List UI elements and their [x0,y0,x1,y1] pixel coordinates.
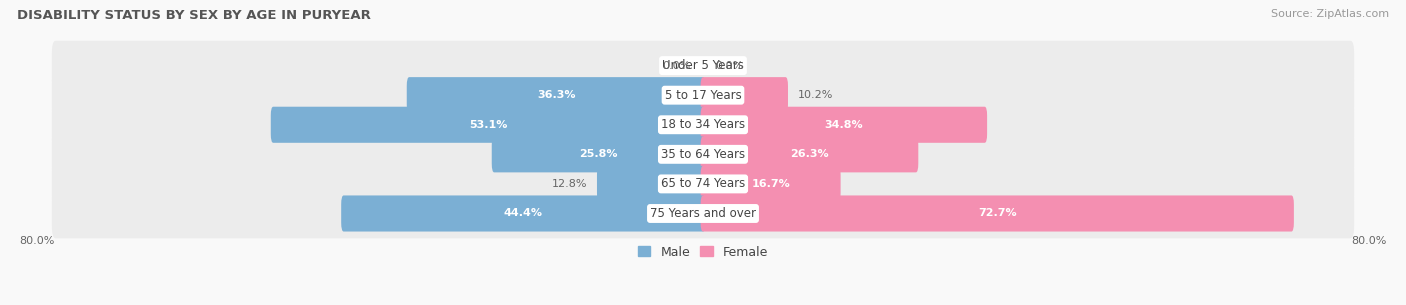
Text: 72.7%: 72.7% [979,209,1017,218]
Text: 12.8%: 12.8% [551,179,588,189]
Text: 10.2%: 10.2% [797,90,834,100]
FancyBboxPatch shape [492,136,706,172]
FancyBboxPatch shape [700,166,841,202]
Text: DISABILITY STATUS BY SEX BY AGE IN PURYEAR: DISABILITY STATUS BY SEX BY AGE IN PURYE… [17,9,371,22]
FancyBboxPatch shape [598,166,706,202]
Text: 0.0%: 0.0% [662,61,690,70]
FancyBboxPatch shape [700,196,1294,231]
Text: 44.4%: 44.4% [503,209,543,218]
Text: Source: ZipAtlas.com: Source: ZipAtlas.com [1271,9,1389,19]
Text: 75 Years and over: 75 Years and over [650,207,756,220]
FancyBboxPatch shape [700,107,987,143]
Text: 18 to 34 Years: 18 to 34 Years [661,118,745,131]
Text: Under 5 Years: Under 5 Years [662,59,744,72]
FancyBboxPatch shape [52,130,1354,179]
FancyBboxPatch shape [271,107,706,143]
FancyBboxPatch shape [342,196,706,231]
FancyBboxPatch shape [52,70,1354,120]
FancyBboxPatch shape [52,159,1354,209]
Text: 25.8%: 25.8% [579,149,617,159]
FancyBboxPatch shape [52,41,1354,91]
Text: 16.7%: 16.7% [751,179,790,189]
Text: 80.0%: 80.0% [20,236,55,246]
Text: 65 to 74 Years: 65 to 74 Years [661,178,745,190]
Text: 80.0%: 80.0% [1351,236,1386,246]
Text: 35 to 64 Years: 35 to 64 Years [661,148,745,161]
Text: 36.3%: 36.3% [537,90,575,100]
FancyBboxPatch shape [700,136,918,172]
FancyBboxPatch shape [700,77,787,113]
FancyBboxPatch shape [52,100,1354,149]
Text: 34.8%: 34.8% [824,120,863,130]
Text: 53.1%: 53.1% [470,120,508,130]
Text: 5 to 17 Years: 5 to 17 Years [665,89,741,102]
Text: 0.0%: 0.0% [716,61,744,70]
FancyBboxPatch shape [406,77,706,113]
FancyBboxPatch shape [52,189,1354,238]
Legend: Male, Female: Male, Female [633,241,773,264]
Text: 26.3%: 26.3% [790,149,828,159]
